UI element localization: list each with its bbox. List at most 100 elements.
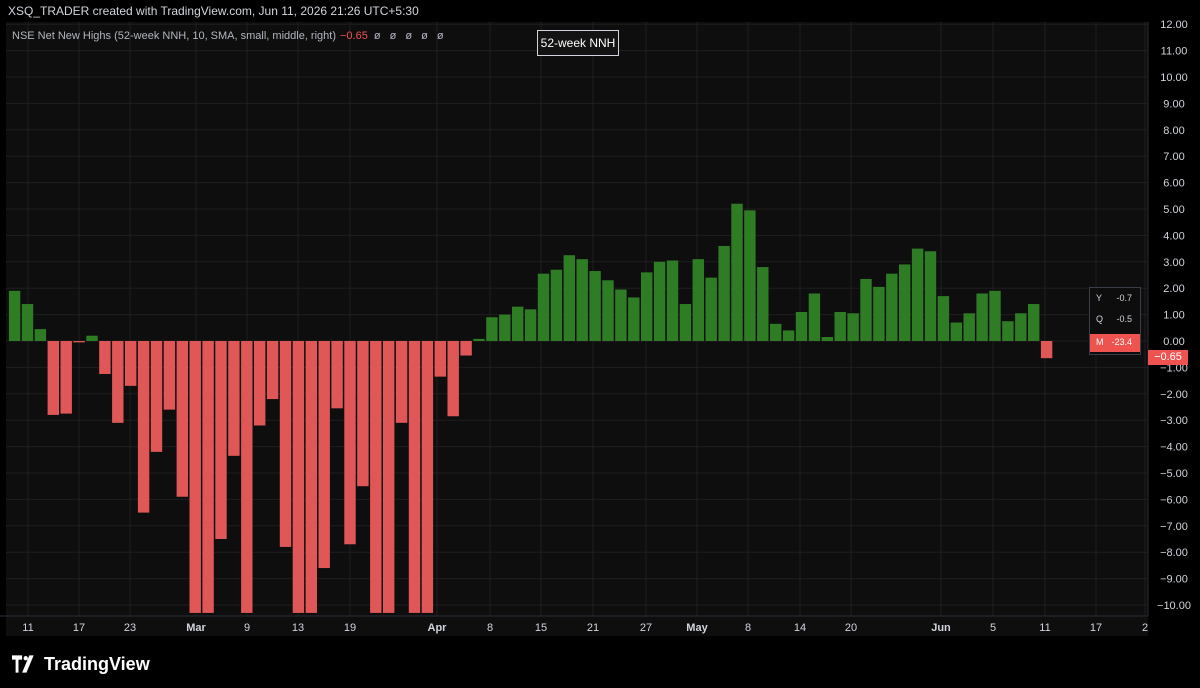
y-tick-label: 2.00	[1163, 283, 1184, 295]
nnh-bar	[1015, 313, 1027, 341]
y-tick-label: 12.00	[1160, 19, 1188, 31]
nnh-bar	[1002, 321, 1014, 341]
nnh-bar	[176, 341, 188, 497]
nnh-bar	[266, 341, 279, 400]
indicator-legend[interactable]: NSE Net New Highs (52-week NNH, 10, SMA,…	[12, 30, 447, 42]
nnh-bar	[615, 289, 627, 341]
y-tick-label: −5.00	[1160, 468, 1188, 480]
nnh-bar	[782, 330, 795, 341]
x-tick-label: Jun	[931, 622, 951, 634]
nnh-bar	[73, 341, 85, 343]
nnh-bar	[150, 341, 163, 452]
nnh-bar	[292, 341, 305, 613]
y-tick-label: 8.00	[1163, 125, 1184, 137]
period-key: Q	[1096, 314, 1104, 324]
nnh-bar	[899, 264, 911, 341]
attribution-text: XSQ_TRADER created with TradingView.com,…	[8, 4, 419, 18]
nnh-bar	[279, 341, 292, 547]
nnh-bar	[679, 304, 692, 341]
y-tick-label: −2.00	[1160, 389, 1188, 401]
nnh-bar	[344, 341, 356, 545]
x-tick-label: 5	[990, 622, 996, 634]
nnh-bar	[254, 341, 266, 426]
nnh-bar	[847, 313, 859, 341]
nnh-bar	[125, 341, 137, 386]
nnh-bar	[860, 278, 872, 341]
nnh-bar	[395, 341, 408, 423]
x-tick-label: 20	[845, 622, 857, 634]
y-tick-label: −10.00	[1157, 600, 1191, 612]
nnh-bar	[8, 290, 21, 341]
indicator-placeholders: ø ø ø ø ø	[373, 30, 447, 42]
y-tick-label: 0.00	[1163, 336, 1184, 348]
nnh-bar	[512, 306, 524, 341]
nnh-bar	[692, 259, 704, 341]
nnh-bar	[460, 341, 472, 356]
x-tick-label: 15	[535, 622, 547, 634]
nnh-bar	[731, 203, 743, 341]
nnh-bar	[215, 341, 227, 539]
nnh-bar	[499, 314, 511, 341]
nnh-bar	[189, 341, 201, 613]
nnh-bar	[963, 313, 975, 341]
indicator-value: −0.65	[339, 30, 368, 42]
nnh-bar	[318, 341, 330, 569]
nnh-bar	[47, 341, 59, 415]
brand-name: TradingView	[44, 653, 150, 674]
nnh-bar	[408, 341, 421, 613]
nnh-bar	[834, 311, 846, 341]
nnh-bar	[524, 309, 537, 341]
x-tick-label: 8	[745, 622, 751, 634]
nnh-bar	[808, 293, 821, 341]
x-tick-label: May	[686, 622, 708, 634]
nnh-bar	[795, 311, 808, 341]
nnh-bar	[937, 296, 950, 341]
x-tick-label: 17	[1090, 622, 1102, 634]
nnh-bar	[486, 317, 498, 341]
nnh-bar	[641, 272, 653, 341]
nnh-bar	[86, 335, 98, 341]
nnh-bar	[653, 261, 666, 341]
y-tick-label: 9.00	[1163, 98, 1184, 110]
tradingview-logo[interactable]: TradingView	[12, 651, 150, 677]
nnh-bar	[112, 341, 124, 423]
nnh-bar	[163, 341, 176, 410]
nnh-bar	[924, 251, 937, 341]
nnh-bar	[950, 322, 962, 341]
nnh-bar	[137, 341, 150, 513]
x-axis: 11 17 23 Mar 9 13 19 Apr 8 15 21 27 May 8 14 20 Jun 5 11 17…	[22, 622, 1148, 634]
y-tick-label: 7.00	[1163, 151, 1184, 163]
x-tick-label: 23	[124, 622, 136, 634]
nnh-bar	[873, 286, 885, 341]
nnh-bar	[60, 341, 72, 414]
y-tick-label: −8.00	[1160, 547, 1188, 559]
nnh-bar	[1028, 304, 1040, 341]
nnh-bar	[705, 277, 717, 341]
nnh-bar	[99, 341, 111, 374]
x-tick-label: 11	[22, 622, 33, 634]
x-tick-label: 2	[1142, 622, 1148, 634]
period-key: M	[1096, 337, 1104, 347]
nnh-bar	[550, 269, 563, 341]
nnh-bar	[718, 245, 730, 341]
bars	[8, 203, 1053, 613]
x-tick-label: 21	[587, 622, 599, 634]
nnh-bar	[434, 341, 446, 377]
nnh-bar	[34, 329, 47, 341]
period-value: -0.5	[1116, 314, 1132, 324]
nnh-bar	[563, 255, 575, 341]
y-tick-label: 3.00	[1163, 257, 1184, 269]
nnh-bar	[473, 338, 485, 341]
nnh-bar	[886, 273, 898, 341]
y-tick-label: 10.00	[1160, 72, 1188, 84]
nnh-bar	[537, 273, 550, 341]
nnh-bar	[976, 293, 988, 341]
last-value-tag: −0.65	[1148, 350, 1188, 365]
period-row-y: Y -0.7	[1090, 290, 1140, 308]
period-value: -23.4	[1111, 337, 1132, 347]
period-row-m: M -23.4	[1090, 334, 1140, 352]
y-tick-label: −6.00	[1160, 494, 1188, 506]
nnh-bar	[666, 260, 679, 341]
x-tick-label: 27	[640, 622, 652, 634]
